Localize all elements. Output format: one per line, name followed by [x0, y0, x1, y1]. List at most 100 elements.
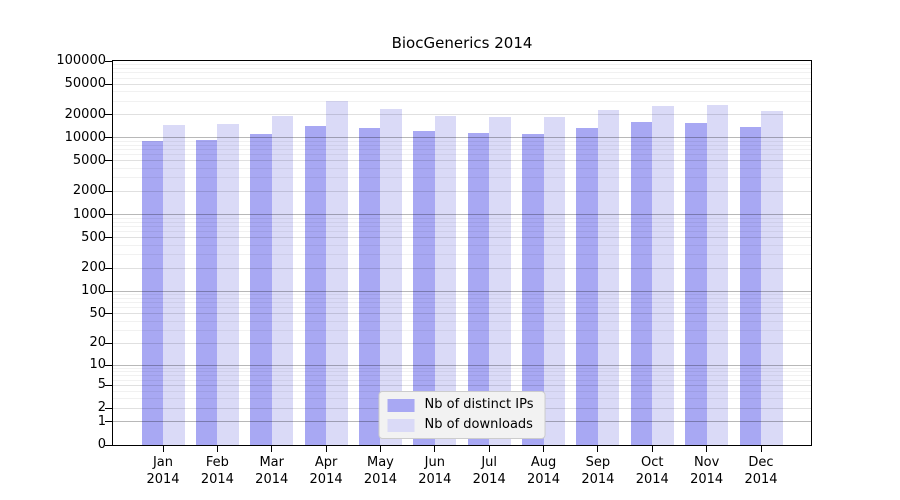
- x-tick-apr: [325, 446, 327, 452]
- y-tick-10000: [105, 137, 112, 139]
- chart-title: BiocGenerics 2014: [391, 34, 533, 52]
- bar-distinct-ips-dec: [739, 127, 761, 445]
- y-tick-label-2: 2: [97, 400, 106, 416]
- bar-distinct-ips-feb: [195, 140, 218, 445]
- x-tick-jan: [162, 446, 164, 452]
- bar-distinct-ips-jun: [413, 131, 435, 445]
- x-tick-month: May: [367, 455, 394, 470]
- plot-area: Nb of distinct IPs Nb of downloads: [112, 60, 812, 446]
- y-tick-500: [105, 237, 112, 239]
- gridline-20000: [113, 114, 811, 116]
- gridline-50: [113, 313, 811, 315]
- gridline-minor-70000: [113, 72, 811, 74]
- gridline-minor-9000: [113, 140, 811, 142]
- y-tick-label-100: 100: [81, 283, 106, 299]
- y-tick-20000: [105, 114, 112, 116]
- gridline-minor-40000: [113, 91, 811, 93]
- x-tick-label-jun: Jun 2014: [403, 454, 467, 488]
- bar-downloads-feb: [217, 124, 239, 445]
- x-tick-nov: [706, 446, 708, 452]
- x-tick-month: Feb: [205, 455, 229, 470]
- gridline-minor-600: [113, 231, 811, 233]
- x-tick-month: Dec: [748, 455, 774, 470]
- y-tick-5000: [105, 160, 112, 162]
- bar-distinct-ips-apr: [304, 125, 327, 445]
- gridline-1000: [113, 214, 811, 216]
- bar-downloads-nov: [706, 105, 729, 445]
- x-tick-label-may: May 2014: [348, 454, 412, 488]
- x-tick-aug: [543, 446, 545, 452]
- x-tick-month: Jan: [152, 455, 174, 470]
- x-tick-year: 2014: [635, 472, 669, 487]
- legend-swatch-distinct-ips: [387, 398, 415, 412]
- gridline-5: [113, 384, 811, 386]
- legend-swatch-downloads: [387, 418, 415, 432]
- gridline-50000: [113, 83, 811, 85]
- y-tick-0: [105, 444, 112, 446]
- y-tick-label-2000: 2000: [72, 183, 106, 199]
- gridline-20: [113, 342, 811, 344]
- gridline-minor-90000: [113, 64, 811, 65]
- x-tick-year: 2014: [744, 472, 778, 487]
- y-tick-2000: [105, 190, 112, 192]
- bar-downloads-dec: [761, 111, 783, 445]
- gridline-minor-4000: [113, 167, 811, 169]
- x-tick-label-apr: Apr 2014: [294, 454, 358, 488]
- bar-downloads-mar: [271, 116, 294, 445]
- gridline-minor-90: [113, 294, 811, 296]
- bar-downloads-sep: [597, 110, 620, 445]
- x-tick-label-sep: Sep 2014: [566, 454, 630, 488]
- y-tick-label-20000: 20000: [64, 106, 106, 122]
- x-tick-label-dec: Dec 2014: [729, 454, 793, 488]
- y-tick-label-10: 10: [89, 357, 106, 373]
- bar-downloads-oct: [652, 105, 674, 445]
- x-tick-month: Mar: [259, 455, 284, 470]
- y-tick-100000: [105, 60, 112, 62]
- y-tick-label-10000: 10000: [64, 129, 106, 145]
- x-tick-month: Jun: [424, 455, 445, 470]
- y-tick-label-1000: 1000: [72, 206, 106, 222]
- x-tick-month: Nov: [693, 455, 720, 470]
- gridline-10: [113, 364, 811, 366]
- y-tick-label-50: 50: [89, 305, 106, 321]
- x-tick-sep: [597, 446, 599, 452]
- y-tick-10: [105, 364, 112, 366]
- gridline-minor-30000: [113, 100, 811, 102]
- y-tick-label-500: 500: [81, 229, 106, 245]
- x-tick-year: 2014: [581, 472, 615, 487]
- bar-distinct-ips-nov: [685, 123, 707, 445]
- x-tick-label-oct: Oct 2014: [620, 454, 684, 488]
- y-tick-label-5: 5: [97, 377, 106, 393]
- gridline-minor-80: [113, 297, 811, 299]
- x-tick-year: 2014: [255, 472, 289, 487]
- legend-item-downloads: Nb of downloads: [387, 417, 534, 433]
- gridline-minor-6: [113, 379, 811, 381]
- x-tick-feb: [216, 446, 218, 452]
- y-tick-label-100000: 100000: [56, 53, 106, 68]
- x-tick-year: 2014: [472, 472, 506, 487]
- gridline-10000: [113, 137, 811, 139]
- x-tick-may: [379, 446, 381, 452]
- bar-downloads-jan: [163, 124, 185, 445]
- y-tick-20: [105, 342, 112, 344]
- y-tick-100: [105, 290, 112, 292]
- x-tick-label-nov: Nov 2014: [675, 454, 739, 488]
- x-tick-oct: [651, 446, 653, 452]
- y-tick-50000: [105, 83, 112, 85]
- gridline-minor-70: [113, 302, 811, 304]
- x-tick-label-aug: Aug 2014: [512, 454, 576, 488]
- bar-downloads-may: [380, 109, 402, 445]
- legend-label-distinct-ips: Nb of distinct IPs: [424, 397, 534, 412]
- y-tick-label-1: 1: [97, 413, 106, 429]
- x-tick-jun: [434, 446, 436, 452]
- bar-distinct-ips-oct: [630, 121, 653, 445]
- x-tick-dec: [760, 446, 762, 452]
- bars-layer: [113, 61, 811, 445]
- gridline-minor-80000: [113, 67, 811, 69]
- gridline-minor-60000: [113, 77, 811, 79]
- gridline-100: [113, 290, 811, 292]
- x-tick-year: 2014: [200, 472, 234, 487]
- x-tick-mar: [271, 446, 273, 452]
- gridline-minor-9: [113, 367, 811, 369]
- x-tick-month: Oct: [641, 455, 664, 470]
